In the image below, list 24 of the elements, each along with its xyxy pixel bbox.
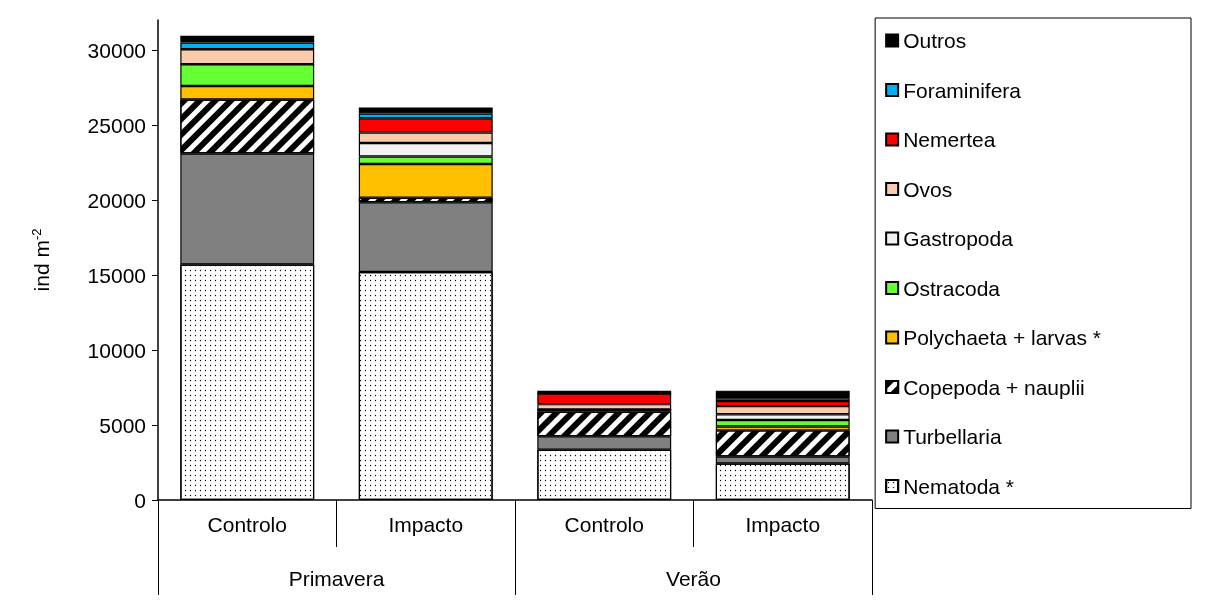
legend-label: Outros [903, 29, 967, 52]
x-tick-label: Impacto [745, 513, 821, 536]
y-tick-label: 10000 [87, 338, 146, 362]
x-tick-label: Impacto [388, 513, 464, 536]
legend-label: Copepoda + nauplii [903, 375, 1085, 399]
legend-label: Turbellaria [903, 425, 1002, 448]
y-axis-title: ind m-2 [29, 228, 53, 292]
legend-label: Ostracoda [903, 276, 1001, 300]
legend-label: Ovos [903, 177, 953, 201]
text: Verão [666, 567, 721, 590]
x-tick-label: Controlo [564, 513, 644, 536]
legend-label: Nemertea [903, 128, 996, 151]
y-tick-label: 5000 [99, 413, 146, 437]
text: Primavera [288, 567, 385, 590]
y-tick-label: 15000 [87, 263, 146, 287]
legend-label: Polychaeta + larvas * [903, 326, 1101, 349]
legend-label: Gastropoda [903, 227, 1014, 250]
legend-label: Nematoda * [903, 474, 1015, 498]
y-tick-label: 25000 [87, 113, 146, 137]
y-tick-label: 0 [134, 488, 146, 512]
y-tick-label: 20000 [87, 188, 146, 212]
x-tick-label: Controlo [207, 513, 287, 536]
legend-label: Foraminifera [903, 78, 1022, 102]
y-tick-label: 30000 [87, 38, 146, 62]
